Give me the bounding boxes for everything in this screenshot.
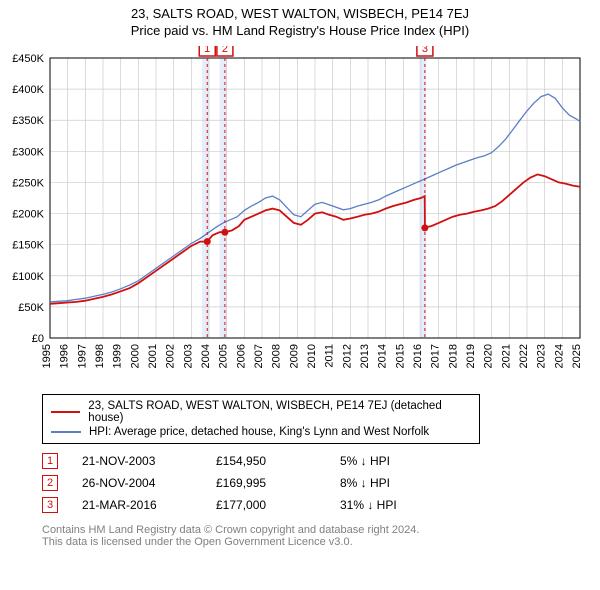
svg-text:2022: 2022 <box>518 344 530 368</box>
sales-table: 1 21-NOV-2003 £154,950 5% ↓ HPI 2 26-NOV… <box>42 450 588 516</box>
sale-diff: 5% ↓ HPI <box>340 454 430 468</box>
svg-text:£200K: £200K <box>12 209 44 221</box>
svg-text:2: 2 <box>222 46 228 55</box>
svg-text:2002: 2002 <box>165 344 177 368</box>
svg-text:2011: 2011 <box>324 344 336 368</box>
svg-text:1998: 1998 <box>94 344 106 368</box>
sale-date: 21-MAR-2016 <box>82 498 192 512</box>
svg-text:2013: 2013 <box>359 344 371 368</box>
legend-label: 23, SALTS ROAD, WEST WALTON, WISBECH, PE… <box>88 400 471 424</box>
svg-text:2021: 2021 <box>500 344 512 368</box>
svg-text:£450K: £450K <box>12 53 44 65</box>
svg-text:2014: 2014 <box>377 344 389 368</box>
sale-diff: 8% ↓ HPI <box>340 476 430 490</box>
svg-text:2008: 2008 <box>271 344 283 368</box>
chart: £0 £50K £100K £150K £200K £250K £300K £350K £400… <box>0 46 600 386</box>
svg-text:2019: 2019 <box>465 344 477 368</box>
svg-text:2005: 2005 <box>218 344 230 368</box>
legend-swatch-property <box>51 411 80 413</box>
svg-text:£100K: £100K <box>12 271 44 283</box>
svg-text:£350K: £350K <box>12 115 44 127</box>
svg-text:£400K: £400K <box>12 84 44 96</box>
chart-title-sub: Price paid vs. HM Land Registry's House … <box>0 23 600 38</box>
svg-text:2006: 2006 <box>235 344 247 368</box>
sale-diff: 31% ↓ HPI <box>340 498 430 512</box>
footer-line1: Contains HM Land Registry data © Crown c… <box>42 524 588 536</box>
chart-title-address: 23, SALTS ROAD, WEST WALTON, WISBECH, PE… <box>0 6 600 21</box>
legend-label: HPI: Average price, detached house, King… <box>89 426 429 438</box>
svg-text:2007: 2007 <box>253 344 265 368</box>
sale-price: £169,995 <box>216 476 316 490</box>
svg-text:1997: 1997 <box>76 344 88 368</box>
svg-text:2003: 2003 <box>182 344 194 368</box>
legend: 23, SALTS ROAD, WEST WALTON, WISBECH, PE… <box>42 394 480 444</box>
svg-text:1996: 1996 <box>59 344 71 368</box>
svg-text:2000: 2000 <box>129 344 141 368</box>
svg-text:£50K: £50K <box>18 302 44 314</box>
legend-item: HPI: Average price, detached house, King… <box>51 425 471 439</box>
chart-svg: £0 £50K £100K £150K £200K £250K £300K £350K £400… <box>0 46 590 386</box>
svg-text:2004: 2004 <box>200 344 212 368</box>
svg-text:2020: 2020 <box>483 344 495 368</box>
footer-line2: This data is licensed under the Open Gov… <box>42 536 588 548</box>
sale-marker-1: 1 <box>42 453 58 469</box>
legend-item: 23, SALTS ROAD, WEST WALTON, WISBECH, PE… <box>51 399 471 425</box>
sales-row: 2 26-NOV-2004 £169,995 8% ↓ HPI <box>42 472 588 494</box>
svg-text:1995: 1995 <box>41 344 53 368</box>
svg-text:2025: 2025 <box>571 344 583 368</box>
svg-text:2015: 2015 <box>394 344 406 368</box>
sales-row: 1 21-NOV-2003 £154,950 5% ↓ HPI <box>42 450 588 472</box>
sale-price: £154,950 <box>216 454 316 468</box>
svg-text:2017: 2017 <box>430 344 442 368</box>
svg-text:£300K: £300K <box>12 146 44 158</box>
svg-text:2023: 2023 <box>536 344 548 368</box>
svg-text:2010: 2010 <box>306 344 318 368</box>
svg-text:2009: 2009 <box>288 344 300 368</box>
sale-price: £177,000 <box>216 498 316 512</box>
svg-text:£250K: £250K <box>12 177 44 189</box>
sale-date: 26-NOV-2004 <box>82 476 192 490</box>
svg-text:2012: 2012 <box>341 344 353 368</box>
svg-text:£0: £0 <box>32 333 44 345</box>
svg-text:2001: 2001 <box>147 344 159 368</box>
legend-swatch-hpi <box>51 431 81 433</box>
footer: Contains HM Land Registry data © Crown c… <box>42 524 588 548</box>
svg-text:1: 1 <box>204 46 210 55</box>
svg-text:2018: 2018 <box>447 344 459 368</box>
svg-text:1999: 1999 <box>112 344 124 368</box>
sale-date: 21-NOV-2003 <box>82 454 192 468</box>
svg-text:2016: 2016 <box>412 344 424 368</box>
svg-text:£150K: £150K <box>12 240 44 252</box>
svg-text:2024: 2024 <box>553 344 565 368</box>
sales-row: 3 21-MAR-2016 £177,000 31% ↓ HPI <box>42 494 588 516</box>
sale-marker-2: 2 <box>42 475 58 491</box>
svg-text:3: 3 <box>422 46 428 55</box>
sale-marker-3: 3 <box>42 497 58 513</box>
